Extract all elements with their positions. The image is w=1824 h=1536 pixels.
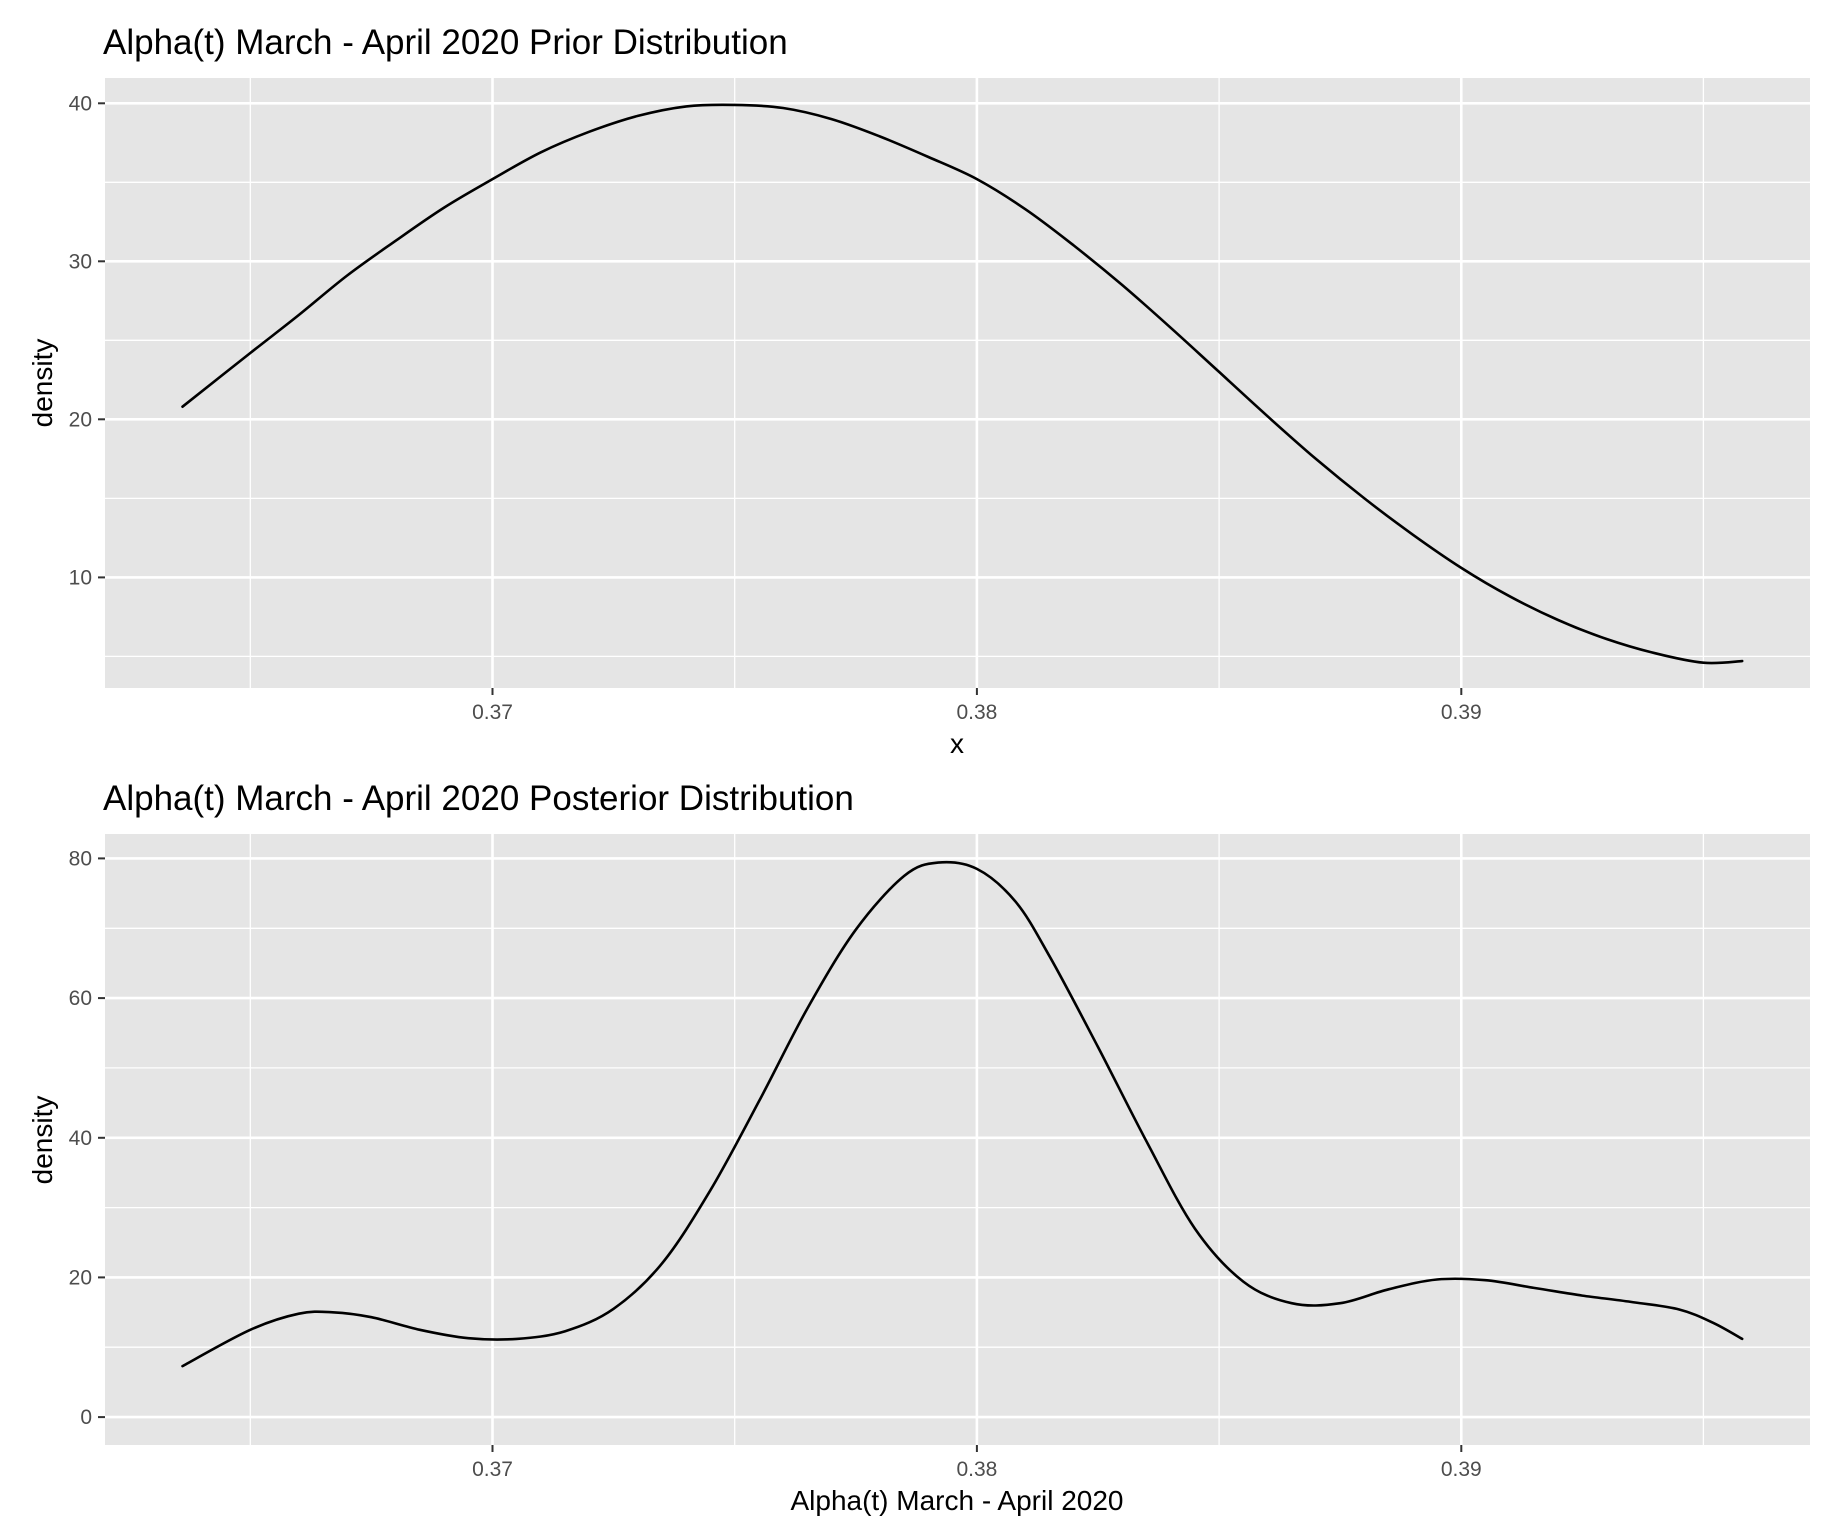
- posterior-axis-ticks: 0.37 0.38 0.39 0 20 40 60 80: [69, 847, 1482, 1481]
- posterior-x-axis-title: Alpha(t) March - April 2020: [790, 1485, 1123, 1516]
- prior-y-tick-label: 10: [69, 566, 92, 589]
- prior-plot-panel: [105, 78, 1810, 688]
- posterior-y-tick-label: 0: [80, 1406, 92, 1429]
- posterior-chart: Alpha(t) March - April 2020 Posterior Di…: [27, 779, 1810, 1516]
- prior-y-tick-label: 20: [69, 408, 92, 431]
- prior-x-tick-label: 0.39: [1441, 701, 1482, 724]
- prior-x-tick-label: 0.38: [956, 701, 997, 724]
- posterior-plot-panel: [105, 834, 1810, 1445]
- prior-chart-title: Alpha(t) March - April 2020 Prior Distri…: [103, 23, 788, 62]
- prior-x-axis-title: x: [950, 728, 964, 759]
- posterior-density-series: [181, 860, 1744, 1368]
- prior-y-tick-label: 40: [69, 92, 92, 115]
- posterior-gridlines: [105, 834, 1810, 1445]
- prior-density-series: [181, 103, 1744, 665]
- posterior-chart-title: Alpha(t) March - April 2020 Posterior Di…: [103, 779, 854, 818]
- posterior-x-tick-label: 0.38: [956, 1458, 997, 1481]
- posterior-y-tick-label: 40: [69, 1127, 92, 1150]
- posterior-y-tick-label: 80: [69, 847, 92, 870]
- posterior-x-tick-label: 0.39: [1441, 1458, 1482, 1481]
- posterior-y-tick-label: 60: [69, 987, 92, 1010]
- prior-y-tick-label: 30: [69, 250, 92, 273]
- posterior-y-tick-label: 20: [69, 1266, 92, 1289]
- prior-chart: Alpha(t) March - April 2020 Prior Distri…: [27, 23, 1810, 759]
- posterior-density-curve: [181, 860, 1744, 1368]
- posterior-x-tick-label: 0.37: [472, 1458, 513, 1481]
- prior-x-tick-label: 0.37: [472, 701, 513, 724]
- prior-axis-ticks: 0.37 0.38 0.39 10 20 30 40: [69, 92, 1482, 724]
- prior-density-curve: [181, 103, 1744, 665]
- prior-y-axis-title: density: [27, 339, 58, 428]
- posterior-y-axis-title: density: [27, 1096, 58, 1185]
